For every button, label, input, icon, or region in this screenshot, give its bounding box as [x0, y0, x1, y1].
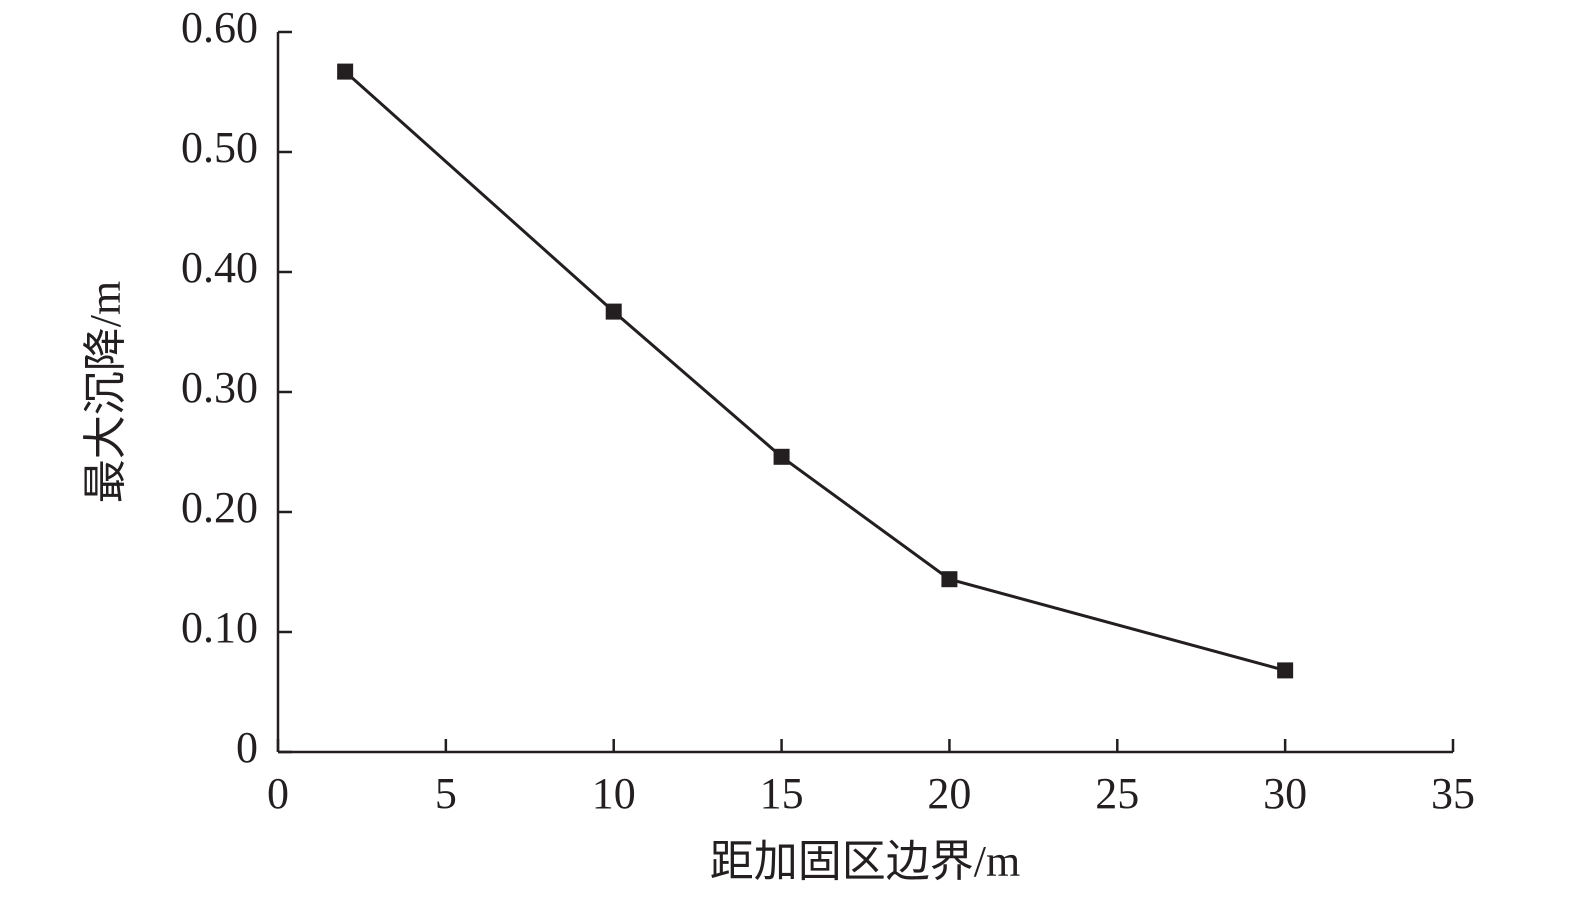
marker [605, 303, 622, 320]
marker [337, 63, 354, 80]
x-tick-label: 15 [760, 769, 804, 818]
x-tick-label: 0 [267, 769, 289, 818]
marker [941, 571, 958, 588]
x-tick-label: 30 [1263, 769, 1307, 818]
y-tick-label: 0.30 [181, 363, 258, 412]
series-line [344, 70, 1286, 672]
y-tick-label: 0.10 [181, 603, 258, 652]
y-axis-title: 最大沉降/m [81, 281, 130, 503]
y-tick-label: 0.20 [181, 483, 258, 532]
y-tick-label: 0 [236, 723, 258, 772]
marker [773, 448, 790, 465]
x-tick-label: 20 [927, 769, 971, 818]
x-axis-title: 距加固区边界/m [710, 837, 1020, 886]
x-tick-label: 35 [1431, 769, 1475, 818]
marker [1277, 662, 1294, 679]
y-tick-label: 0.40 [181, 243, 258, 292]
x-tick-label: 10 [592, 769, 636, 818]
y-tick-label: 0.50 [181, 123, 258, 172]
y-tick-label: 0.60 [181, 3, 258, 52]
x-tick-label: 25 [1095, 769, 1139, 818]
x-tick-label: 5 [435, 769, 457, 818]
